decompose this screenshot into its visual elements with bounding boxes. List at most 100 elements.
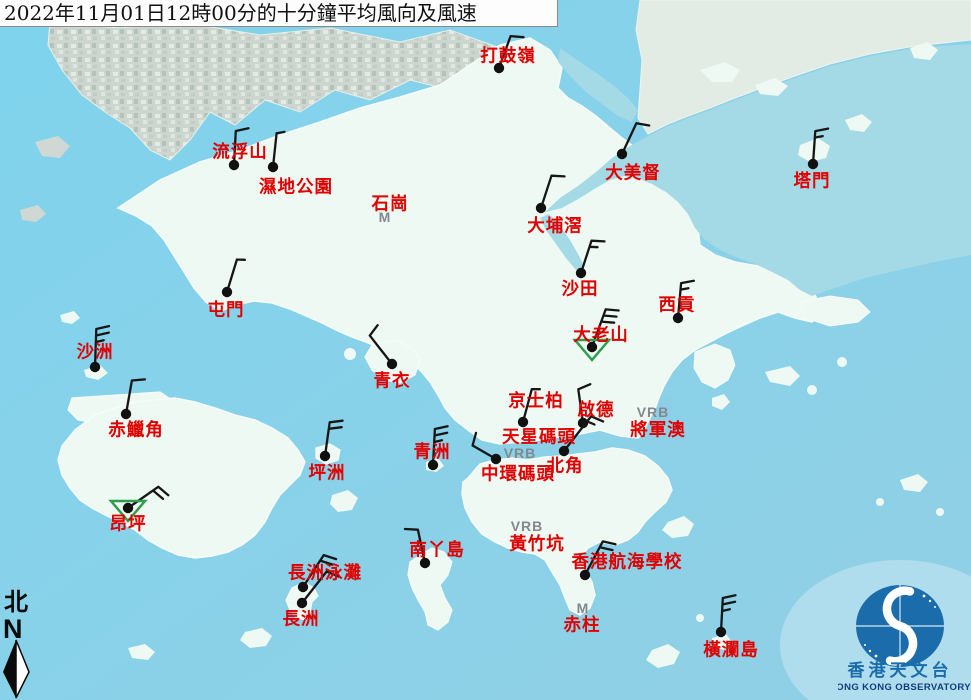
urban-islet: [20, 205, 46, 222]
station-dot: [558, 445, 570, 457]
barb-staff: [368, 324, 394, 366]
crooked-island: [700, 62, 740, 82]
wind-barb-central-pier: [471, 431, 502, 465]
wind-barb-kings-park: [517, 388, 541, 428]
barb-staff: [676, 279, 696, 320]
ninepin-islands: [900, 474, 928, 492]
wind-barb-lau-fau-shan: [228, 127, 250, 171]
wind-barb-kai-tak: [577, 383, 592, 429]
station-dot: [616, 148, 628, 160]
ma-wan-island: [344, 348, 356, 360]
station-dot: [575, 267, 587, 279]
wind-barb-sha-chau: [89, 324, 111, 373]
station-dot: [89, 361, 101, 373]
crescent-island: [755, 78, 788, 96]
barb-staff: [93, 324, 111, 369]
barb-staff: [232, 127, 250, 167]
hko-logo: 香港天文台 HONG KONG OBSERVATORY: [838, 585, 971, 693]
station-dot: [490, 453, 502, 465]
wind-barb-tai-mei-tuk: [616, 122, 651, 160]
compass-needle-left: [3, 640, 16, 698]
barb-staff: [126, 485, 170, 510]
barb-staff: [124, 378, 147, 416]
wind-barb-tai-po-kau: [535, 174, 566, 214]
compass-needle-right: [15, 639, 30, 699]
hong-kong-island: [461, 447, 673, 616]
compass: 北 N: [3, 587, 30, 699]
lamma-island-land: [407, 547, 453, 631]
islet: [936, 508, 944, 516]
po-toi-island: [646, 644, 680, 668]
wind-barb-lamma-island: [403, 527, 431, 569]
barb-staff: [471, 431, 498, 461]
soko-islands: [128, 644, 155, 660]
barb-staff: [431, 425, 449, 467]
tung-lung-island: [662, 516, 694, 538]
station-dot: [579, 569, 591, 581]
barb-staff: [562, 415, 605, 453]
islet: [696, 614, 704, 622]
station-dot: [517, 416, 529, 428]
station-dot: [296, 597, 308, 609]
wind-barb-green-island: [427, 425, 449, 471]
islet: [807, 385, 817, 395]
sharp-island: [712, 394, 730, 410]
junk-bay: [642, 394, 674, 444]
barb-staff: [497, 34, 525, 70]
wind-barb-tap-mun: [807, 127, 830, 170]
station-dot: [807, 158, 819, 170]
station-dot: [586, 341, 598, 353]
high-island: [799, 295, 871, 327]
barb-staff: [590, 308, 620, 349]
station-dot: [267, 161, 279, 173]
station-dot: [672, 312, 684, 324]
station-dot: [122, 502, 134, 514]
station-dot: [577, 417, 589, 429]
hko-logo-chinese-name: 香港天文台: [848, 660, 953, 681]
wind-barb-wetland-park: [267, 130, 286, 173]
station-dot: [427, 459, 439, 471]
hko-logo-halftone: [864, 594, 936, 658]
map-title: 2022年11月01日12時00分的十分鐘平均風向及風速: [0, 0, 558, 27]
tolo-mirs-bay: [545, 44, 971, 296]
barb-staff: [579, 239, 606, 275]
wind-barb-peng-chau: [319, 419, 344, 462]
station-dot: [715, 626, 727, 638]
station-dot: [228, 159, 240, 171]
islet: [837, 357, 847, 367]
new-territories-land: [116, 37, 823, 445]
barb-staff: [403, 527, 427, 565]
barb-staff: [620, 122, 651, 156]
northeast-shore: [635, 0, 971, 135]
waglan-islet: [712, 634, 732, 650]
barb-staff: [225, 258, 247, 294]
barb-staff: [271, 130, 286, 169]
jin-island-group: [765, 366, 800, 386]
barb-staff: [521, 388, 541, 424]
station-dot: [493, 62, 505, 74]
hko-logo-swirl: [882, 586, 918, 666]
barb-staff: [719, 594, 737, 634]
sha-chau-islet: [84, 365, 108, 380]
wind-barb-tsing-yi: [368, 324, 398, 370]
wind-barb-ta-kwu-ling: [493, 34, 525, 74]
shek-kwu-chau: [240, 628, 272, 648]
ping-chau-island: [910, 42, 938, 60]
compass-north-letter: N: [3, 614, 23, 644]
barb-staff: [583, 540, 617, 577]
station-dot: [319, 450, 331, 462]
station-dot: [535, 202, 547, 214]
wind-barb-chek-lap-kok: [120, 378, 147, 420]
hei-ling-chau: [330, 490, 358, 512]
shatin-inlet: [540, 214, 584, 270]
barb-staff: [811, 127, 830, 166]
wind-barb-cheung-chau: [296, 570, 340, 609]
starling-inlet: [558, 48, 638, 122]
barb-staff: [539, 174, 566, 210]
station-dot: [221, 286, 233, 298]
wind-barb-sha-tin: [575, 239, 606, 279]
gust-triangle: [572, 338, 612, 362]
